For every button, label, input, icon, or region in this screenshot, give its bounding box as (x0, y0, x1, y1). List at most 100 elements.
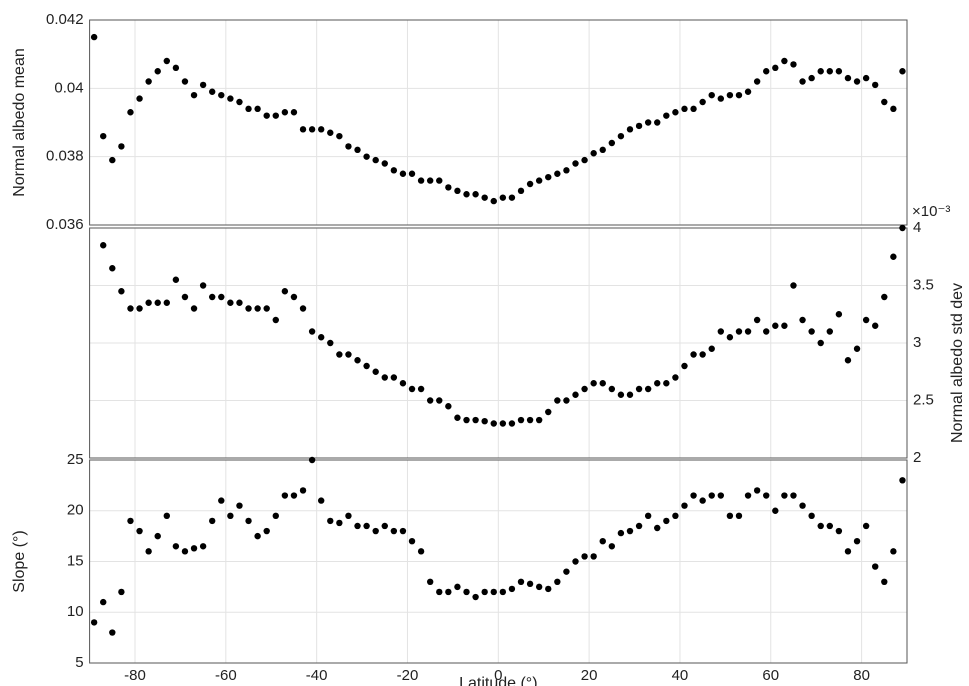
point (299, 305, 307, 312)
point (445, 184, 452, 191)
point (717, 492, 725, 499)
point (772, 64, 779, 72)
point (535, 416, 543, 424)
point (109, 629, 116, 636)
point (535, 177, 543, 184)
point (663, 112, 670, 119)
point (436, 177, 443, 184)
point (145, 299, 152, 306)
point (190, 545, 198, 552)
point (408, 538, 416, 545)
point (472, 191, 479, 198)
point (835, 311, 843, 318)
point (199, 282, 207, 289)
point (100, 242, 107, 249)
point (644, 385, 652, 393)
point (381, 160, 388, 167)
point (626, 391, 634, 398)
point (526, 416, 534, 424)
point (672, 374, 679, 381)
point (218, 91, 225, 99)
point (254, 532, 261, 540)
point (554, 397, 561, 404)
point (481, 418, 488, 425)
point (100, 132, 107, 140)
point (127, 305, 134, 312)
point (681, 105, 688, 113)
point (726, 512, 734, 520)
point (481, 588, 488, 596)
point (290, 492, 298, 499)
point (163, 512, 170, 520)
point (381, 374, 388, 381)
point (399, 170, 407, 177)
point (599, 538, 606, 545)
point (581, 553, 588, 560)
point (572, 391, 579, 398)
point (781, 57, 788, 65)
point (136, 95, 143, 102)
point (635, 385, 643, 393)
point (172, 276, 180, 283)
point (308, 328, 316, 335)
point (735, 91, 743, 99)
point (227, 95, 234, 102)
point (790, 61, 797, 68)
point (363, 362, 370, 370)
point (390, 527, 398, 535)
point (545, 408, 552, 416)
point (726, 334, 734, 341)
point (753, 487, 761, 494)
point (862, 522, 870, 530)
point (699, 497, 706, 504)
y-axis-label: Normal albedo mean (11, 48, 28, 197)
point (90, 619, 98, 626)
point (599, 146, 606, 154)
point (872, 81, 879, 89)
y-tick-label: 0.042 (46, 11, 84, 28)
point (245, 105, 252, 113)
x-tick-label: 40 (672, 667, 689, 684)
point (317, 334, 325, 341)
point (145, 78, 152, 85)
point (508, 585, 516, 593)
point (327, 129, 334, 136)
point (281, 288, 289, 295)
point (399, 527, 407, 535)
point (826, 328, 834, 335)
point (890, 105, 897, 113)
point (363, 522, 370, 530)
point (717, 328, 725, 335)
point (654, 524, 661, 532)
point (345, 512, 352, 520)
y-tick-label: 3.5 (913, 276, 934, 293)
point (218, 497, 225, 504)
point (209, 517, 216, 525)
point (608, 139, 616, 147)
x-tick-label: -40 (306, 667, 328, 684)
y-tick-label: 0.038 (46, 148, 84, 165)
point (681, 362, 688, 370)
point (154, 532, 161, 540)
point (109, 265, 116, 272)
point (590, 150, 597, 157)
point (572, 160, 579, 167)
point (835, 527, 843, 535)
point (881, 98, 888, 106)
point (290, 109, 298, 116)
point (336, 351, 343, 358)
point (563, 568, 570, 575)
point (853, 345, 861, 352)
axis-exponent: ×10⁻³ (912, 203, 950, 220)
point (236, 299, 243, 306)
point (109, 156, 116, 164)
point (590, 380, 597, 387)
point (245, 517, 252, 525)
point (499, 588, 507, 596)
point (799, 78, 806, 85)
point (844, 548, 852, 555)
point (345, 143, 352, 150)
point (817, 68, 824, 75)
point (372, 527, 379, 535)
point (517, 578, 525, 585)
